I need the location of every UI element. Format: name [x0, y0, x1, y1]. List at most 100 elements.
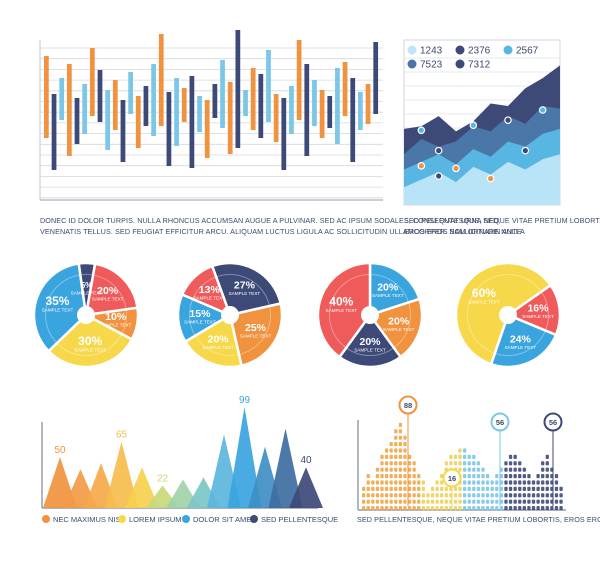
dot-cell — [499, 474, 504, 479]
dot-cell — [536, 506, 540, 511]
dot-cell — [513, 486, 517, 491]
peaks-legend-swatch — [182, 515, 190, 523]
pie-slice-ring — [393, 302, 411, 349]
dot-cell — [407, 499, 412, 504]
peak — [43, 457, 77, 508]
dot-cell — [504, 493, 508, 498]
dot-cell — [384, 454, 389, 459]
dot-cell — [394, 435, 398, 440]
dot-cell — [518, 499, 522, 504]
pie-slice-ring — [56, 333, 123, 357]
bar — [258, 74, 264, 138]
callout-bubble — [543, 412, 563, 432]
dot-cell — [371, 493, 375, 498]
dot-cell — [508, 499, 513, 504]
dot-cell — [398, 461, 403, 466]
pie-slice-subtext: SAMPLE TEXT — [100, 323, 132, 328]
dot-cell — [384, 506, 389, 511]
peaks-legend-label: NEC MAXIMUS NISL — [53, 515, 125, 524]
pie-slice — [46, 317, 134, 369]
dot-cell — [518, 506, 522, 511]
dot-cell — [407, 493, 412, 498]
dot-cell — [398, 448, 403, 453]
dot-cell — [412, 480, 416, 485]
dot-cell — [375, 474, 380, 479]
pie-slice-subtext: SAMPLE TEXT — [354, 348, 386, 353]
legend-label: 2376 — [468, 46, 491, 57]
dot-cell — [398, 435, 403, 440]
dot-cell — [453, 454, 458, 459]
bar — [181, 88, 187, 122]
area-marker — [452, 164, 460, 173]
dot-cell — [531, 506, 536, 511]
dot-cell — [467, 474, 471, 479]
bar — [105, 90, 111, 150]
pie-slice-subtext: SAMPLE TEXT — [522, 314, 554, 319]
dot-cell — [513, 474, 517, 479]
dot-cell — [412, 506, 416, 511]
pie-slice-ring — [80, 273, 94, 276]
dot-cell — [495, 506, 499, 511]
dot-cell — [495, 480, 499, 485]
dot-cell — [513, 461, 517, 466]
pie-slice-value: 27% — [234, 280, 256, 292]
dot-cell — [499, 467, 504, 472]
dot-cell — [412, 499, 416, 504]
dot-cell — [508, 474, 513, 479]
dot-cell — [440, 506, 444, 511]
dot-cell — [490, 486, 494, 491]
dot-cell — [407, 467, 412, 472]
dot-cell — [545, 506, 549, 511]
dot-cell — [394, 442, 398, 447]
callout-bubble — [398, 395, 418, 415]
dot-cell — [499, 506, 504, 511]
dot-cell — [403, 467, 407, 472]
legend-label: 7523 — [420, 60, 443, 71]
dot-cell — [504, 486, 508, 491]
dot-cell — [394, 486, 398, 491]
dot-cell — [430, 506, 435, 511]
dot-cell — [444, 499, 448, 504]
dot-cell — [375, 506, 380, 511]
dot-cell — [485, 474, 490, 479]
pie-slice-subtext: SAMPLE TEXT — [229, 291, 261, 296]
dot-cell — [384, 467, 389, 472]
dot-cell — [476, 461, 481, 466]
area-caption-line-2: EROS EROS SOLLICITUDIN ANTE — [404, 227, 522, 236]
dot-cell — [366, 506, 370, 511]
dot-cell — [394, 499, 398, 504]
legend-swatch — [455, 45, 465, 55]
dot-cell — [481, 486, 485, 491]
dot-cell — [476, 474, 481, 479]
dot-cell — [407, 461, 412, 466]
area-marker — [434, 146, 443, 155]
dot-cell — [375, 480, 380, 485]
bar — [227, 82, 233, 154]
dot-cell — [508, 467, 513, 472]
dot-cell — [481, 493, 485, 498]
area-caption-line-1: SED PELLENTESQUE, NEQUE VITAE PRETIUM LO… — [404, 216, 600, 225]
dot-cell — [380, 474, 384, 479]
dot-cell — [554, 493, 559, 498]
dot-cell — [403, 454, 407, 459]
pie-slice-subtext: SAMPLE TEXT — [202, 345, 234, 350]
dot-cell — [545, 461, 549, 466]
dot-cell — [384, 486, 389, 491]
pie-slice-value: 20% — [377, 282, 399, 294]
dot-cell — [412, 493, 416, 498]
bar — [74, 98, 80, 144]
dot-cell — [554, 486, 559, 491]
dot-cell — [426, 499, 430, 504]
pie-slice-value: 20% — [359, 336, 381, 348]
dot-cell — [472, 499, 476, 504]
pie-hole — [499, 306, 517, 324]
callout-value: 88 — [404, 401, 412, 410]
dot-cell — [504, 474, 508, 479]
pie-slice-value: 60% — [472, 286, 496, 300]
dot-cell — [545, 480, 549, 485]
dot-cell — [444, 486, 448, 491]
bar — [335, 68, 340, 144]
dot-cell — [394, 429, 398, 434]
